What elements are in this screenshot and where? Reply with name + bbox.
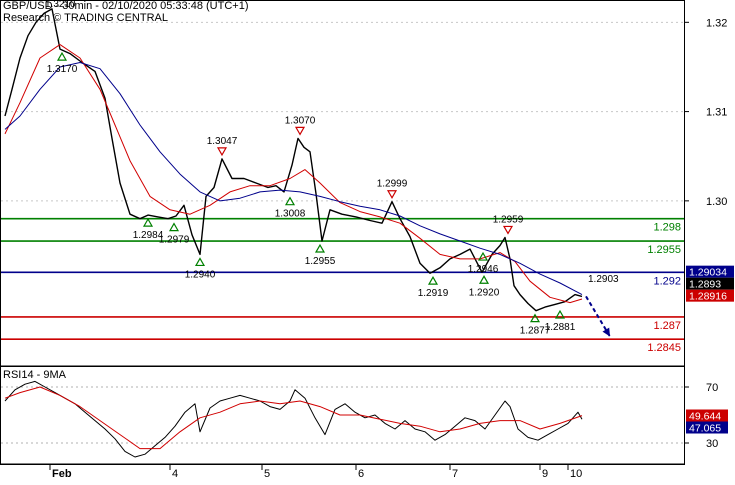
y-tick-label: 1.30	[706, 196, 727, 208]
rsi-tick-label: 70	[706, 382, 718, 394]
price-annotation: 1.2903	[588, 274, 619, 285]
price-tag-label: 1.28916	[689, 291, 727, 303]
rsi-value-tag-box	[686, 409, 728, 422]
marker-label: 1.2920	[469, 287, 500, 298]
axis-layer: 1.32 1.31 1.30 Feb 4 5 6 7 9 10 1.290341.28931.289…	[0, 17, 734, 480]
level-label: 1.2845	[647, 342, 681, 354]
support-marker	[477, 251, 489, 261]
price-tag-label: 1.2893	[689, 279, 721, 291]
price-panel	[0, 0, 685, 367]
projection-arrow-head	[602, 327, 610, 337]
y-tick-label: 1.32	[706, 17, 727, 29]
y-tick-label: 1.31	[706, 107, 727, 119]
marker-label: 1.3070	[285, 115, 316, 126]
x-tick-label: 5	[264, 468, 270, 480]
x-tick-label: 7	[452, 468, 458, 480]
price-annotation: 1.3210	[45, 0, 76, 10]
levels-layer: 1.298 1.2955 1.292 1.287 1.2845	[1, 217, 684, 354]
marker-label: 1.2984	[133, 230, 164, 241]
level-label: 1.298	[653, 222, 681, 234]
resistance-marker	[216, 147, 228, 157]
rsi-value-tag-box	[686, 421, 728, 434]
marker-label: 1.3170	[47, 64, 78, 75]
resistance-marker	[502, 225, 514, 235]
chart-source: Research © TRADING CENTRAL	[3, 12, 168, 24]
series-line-price	[4, 8, 583, 312]
marker-label: 1.2955	[305, 256, 336, 267]
support-marker	[168, 222, 180, 232]
rsi-tick-label: 30	[706, 438, 718, 450]
x-tick-label: 4	[172, 468, 178, 480]
marker-label: 1.2999	[377, 179, 408, 190]
support-marker	[554, 309, 566, 319]
x-tick-label: Feb	[52, 468, 72, 480]
support-marker	[284, 196, 296, 206]
rsi-panel-title: RSI14 - 9MA	[3, 369, 67, 381]
level-label: 1.292	[653, 275, 681, 287]
resistance-marker	[386, 190, 398, 199]
support-marker	[142, 217, 154, 227]
rsi-series-ma	[4, 386, 583, 450]
price-panel-frame	[0, 0, 685, 367]
series-line-ma_slow	[4, 62, 583, 296]
price-tag-label: 1.29034	[689, 267, 727, 279]
marker-label: 1.2946	[468, 264, 499, 275]
x-tick-label: 9	[542, 468, 548, 480]
marker-label: 1.2881	[545, 322, 576, 333]
chart-title: GBP/USD - 30min - 02/10/2020 05:33:48 (U…	[3, 0, 249, 12]
support-marker	[427, 275, 439, 285]
marker-label: 1.2979	[159, 235, 190, 246]
marker-label: 1.2940	[185, 269, 216, 280]
series-layer	[4, 8, 611, 458]
rsi-value-tag-label: 49.644	[689, 410, 721, 422]
x-tick-label: 6	[358, 468, 364, 480]
marker-label: 1.3047	[207, 136, 238, 147]
rsi-series-rsi	[4, 380, 583, 458]
marker-label: 1.2877	[520, 326, 551, 337]
support-marker	[194, 257, 206, 267]
price-tag-box	[686, 277, 734, 290]
support-marker	[529, 313, 541, 323]
price-tag-box	[686, 289, 734, 302]
support-marker	[56, 51, 68, 61]
rsi-value-tag-label: 47.065	[689, 422, 721, 434]
level-label: 1.2955	[647, 244, 681, 256]
support-marker	[478, 275, 490, 284]
marker-label: 1.3008	[275, 209, 306, 220]
resistance-marker	[294, 126, 306, 136]
marker-label: 1.2959	[493, 214, 524, 225]
price-tag-box	[686, 265, 734, 278]
x-tick-label: 10	[570, 468, 582, 480]
level-label: 1.287	[653, 320, 681, 332]
support-marker	[314, 243, 326, 253]
marker-label: 1.2919	[418, 288, 449, 299]
